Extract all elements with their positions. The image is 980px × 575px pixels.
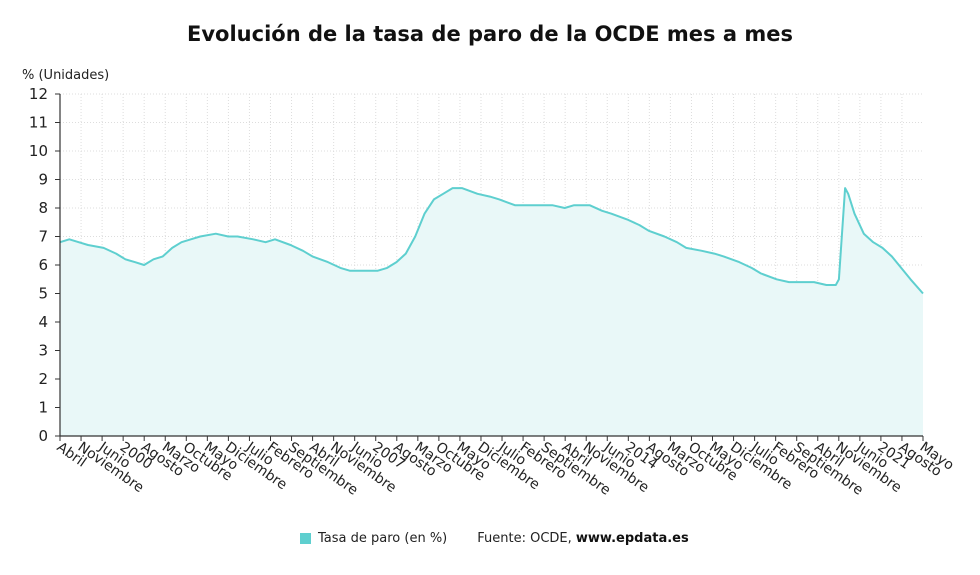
- source-site: www.epdata.es: [575, 531, 689, 546]
- y-tick-label: 7: [38, 228, 48, 246]
- y-tick-label: 2: [38, 370, 48, 388]
- y-tick-label: 9: [38, 171, 48, 189]
- y-axis-unit-label: % (Unidades): [22, 68, 110, 83]
- series-line-group: [59, 187, 924, 295]
- chart-title: Evolución de la tasa de paro de la OCDE …: [187, 22, 793, 46]
- y-tick-label: 4: [38, 313, 48, 331]
- legend-swatch: [300, 533, 311, 544]
- legend-series-label: Tasa de paro (en %): [318, 531, 448, 546]
- y-tick-label: 12: [29, 85, 48, 103]
- legend: Tasa de paro (en %) Fuente: OCDE, www.ep…: [300, 531, 689, 546]
- y-tick-label: 0: [38, 427, 48, 445]
- y-tick-label: 6: [38, 256, 48, 274]
- y-tick-label: 10: [29, 142, 48, 160]
- y-tick-label: 3: [38, 342, 48, 360]
- area-fill-group: [60, 188, 923, 436]
- y-tick-label: 5: [38, 285, 48, 303]
- series-area: [60, 188, 923, 436]
- y-tick-label: 1: [38, 399, 48, 417]
- y-tick-label: 11: [29, 114, 48, 132]
- source-note: Fuente: OCDE, www.epdata.es: [477, 531, 688, 546]
- y-tick-label: 8: [38, 199, 48, 217]
- source-prefix: Fuente: OCDE,: [477, 531, 576, 546]
- series-line: [59, 187, 924, 295]
- x-axis: AbrilNoviembreJunio2000AgostoMarzoOctubr…: [54, 435, 957, 499]
